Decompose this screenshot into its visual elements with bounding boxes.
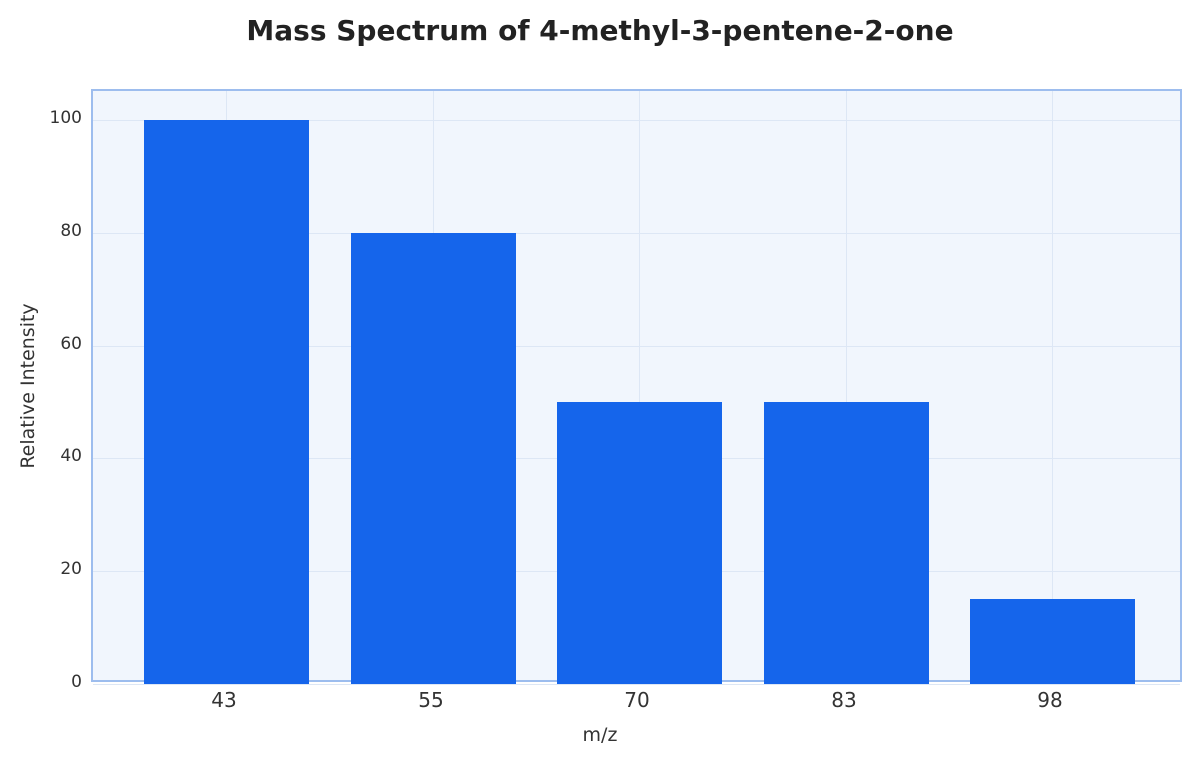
y-tick-label: 20 bbox=[60, 559, 82, 580]
bar-mz-55 bbox=[350, 232, 516, 684]
gridline-horizontal bbox=[93, 684, 1180, 685]
y-tick-label: 100 bbox=[49, 108, 82, 128]
bar-mz-83 bbox=[763, 402, 929, 684]
x-tick-label: 43 bbox=[211, 688, 237, 712]
y-tick-label: 40 bbox=[60, 446, 82, 467]
gridline-vertical bbox=[846, 91, 847, 680]
y-axis-label: Relative Intensity bbox=[17, 303, 39, 469]
x-tick-label: 70 bbox=[624, 688, 650, 712]
x-tick-label: 55 bbox=[418, 688, 444, 712]
y-tick-label: 0 bbox=[71, 672, 82, 692]
x-axis-label: m/z bbox=[582, 724, 618, 746]
gridline-horizontal bbox=[93, 120, 1180, 121]
bar-mz-98 bbox=[969, 599, 1135, 684]
gridline-vertical bbox=[1052, 91, 1053, 680]
gridline-horizontal bbox=[93, 232, 1180, 234]
bar-mz-70 bbox=[556, 402, 722, 684]
plot-area bbox=[91, 89, 1182, 685]
gridline-vertical bbox=[639, 91, 640, 680]
x-tick-label: 83 bbox=[831, 688, 857, 712]
y-tick-label: 80 bbox=[60, 220, 82, 241]
x-tick-label: 98 bbox=[1037, 688, 1063, 712]
bar-mz-43 bbox=[143, 120, 309, 684]
y-tick-label: 60 bbox=[60, 333, 82, 354]
chart-title: Mass Spectrum of 4-methyl-3-pentene-2-on… bbox=[246, 14, 954, 47]
gridline-horizontal bbox=[93, 345, 1180, 347]
